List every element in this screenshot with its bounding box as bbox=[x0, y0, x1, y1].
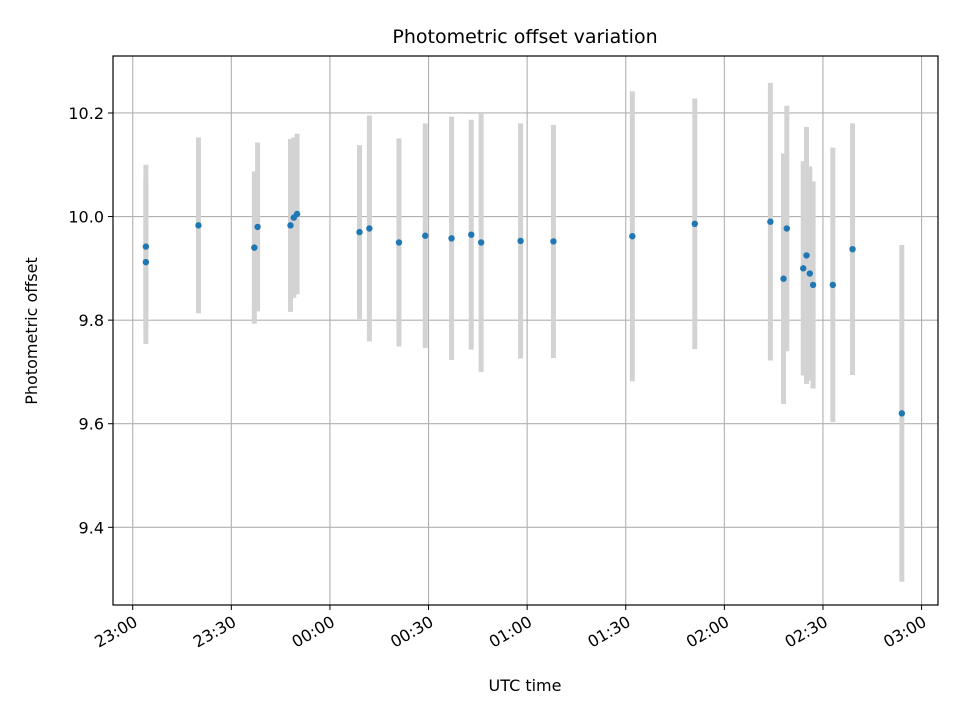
chart-title: Photometric offset variation bbox=[392, 26, 657, 48]
y-tick-label: 9.6 bbox=[79, 415, 104, 434]
data-point bbox=[142, 243, 150, 250]
x-axis-label: UTC time bbox=[489, 676, 562, 695]
data-point bbox=[849, 245, 856, 253]
data-point bbox=[783, 225, 791, 232]
data-point bbox=[395, 239, 403, 246]
data-point bbox=[142, 258, 150, 266]
data-point bbox=[468, 231, 475, 238]
data-point bbox=[366, 225, 373, 232]
y-axis-ticks: 9.4 9.6 9.8 10.0 10.2 bbox=[68, 104, 113, 537]
data-point bbox=[800, 265, 807, 272]
data-point bbox=[448, 235, 455, 242]
data-point bbox=[195, 222, 202, 229]
data-point bbox=[293, 210, 301, 218]
data-point bbox=[809, 281, 817, 289]
plot-frame bbox=[112, 55, 939, 606]
data-points bbox=[142, 210, 906, 417]
data-point bbox=[780, 275, 787, 282]
data-point bbox=[550, 238, 557, 245]
data-point bbox=[806, 270, 814, 277]
data-point bbox=[898, 410, 906, 417]
data-point bbox=[803, 252, 810, 259]
data-point bbox=[477, 239, 485, 246]
data-point bbox=[629, 233, 636, 240]
y-tick-label: 10.2 bbox=[68, 104, 104, 123]
y-axis-label: Photometric offset bbox=[22, 257, 41, 405]
data-point bbox=[251, 244, 258, 251]
data-point bbox=[829, 281, 837, 289]
data-point bbox=[422, 232, 429, 239]
y-tick-label: 9.8 bbox=[79, 311, 104, 330]
grid bbox=[113, 56, 938, 605]
y-tick-label: 10.0 bbox=[68, 208, 104, 227]
data-point bbox=[254, 223, 261, 231]
data-point bbox=[287, 222, 294, 229]
data-point bbox=[356, 228, 363, 236]
data-point bbox=[767, 218, 774, 225]
data-point bbox=[691, 220, 698, 228]
data-point bbox=[517, 237, 524, 245]
y-tick-label: 9.4 bbox=[79, 518, 104, 537]
